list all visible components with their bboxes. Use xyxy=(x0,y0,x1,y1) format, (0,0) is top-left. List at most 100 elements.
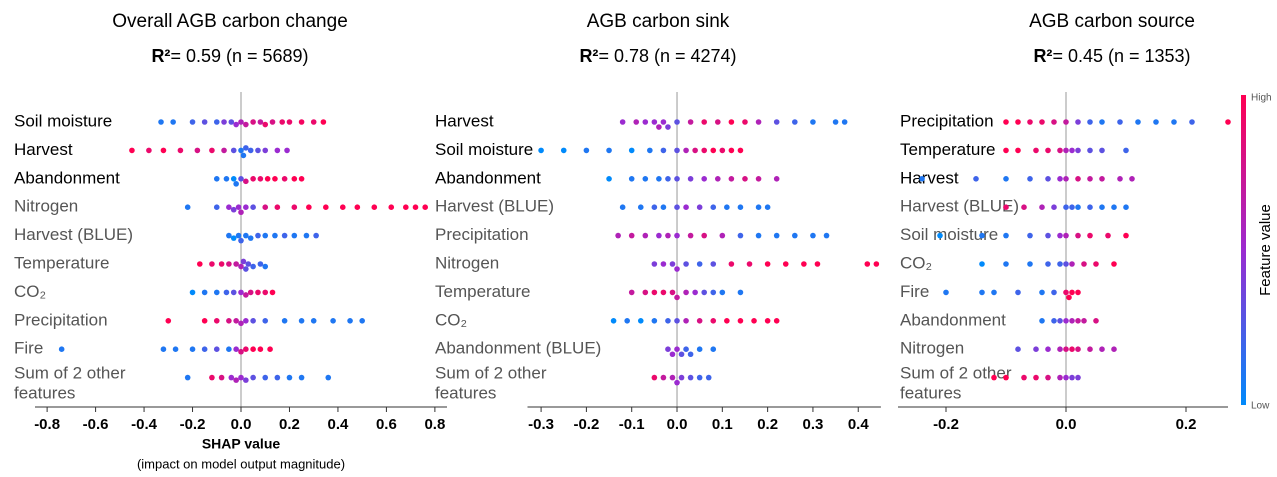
shap-dot xyxy=(656,232,662,239)
shap-dot xyxy=(269,289,276,296)
r2-stats: = 0.59 (n = 5689) xyxy=(170,46,308,66)
r2-stats: = 0.45 (n = 1353) xyxy=(1052,46,1190,66)
shap-dot xyxy=(228,119,235,125)
shap-dot xyxy=(1033,346,1039,353)
feature-label: Precipitation xyxy=(14,310,108,329)
shap-dot xyxy=(250,263,256,270)
shap-dot xyxy=(129,147,135,154)
shap-dot xyxy=(1045,176,1051,182)
shap-dot xyxy=(1045,346,1051,353)
shap-dot xyxy=(184,204,191,210)
shap-dot xyxy=(320,119,327,125)
shap-dot xyxy=(719,147,726,154)
shap-dot xyxy=(243,232,249,239)
shap-dot xyxy=(538,147,544,154)
shap-dot xyxy=(755,232,762,239)
shap-dot xyxy=(177,147,184,154)
shap-dot xyxy=(257,346,264,353)
shap-dot xyxy=(247,147,254,154)
shap-dot xyxy=(692,147,698,154)
shap-dot xyxy=(810,119,816,125)
shap-dot xyxy=(233,346,239,353)
shap-dot xyxy=(651,119,658,125)
shap-dot xyxy=(1039,119,1045,125)
shap-dot xyxy=(755,176,762,182)
shap-dot xyxy=(1027,176,1033,182)
shap-dot xyxy=(243,377,249,383)
shap-dot xyxy=(310,119,317,125)
shap-dot xyxy=(274,374,281,381)
shap-dot xyxy=(238,237,244,244)
shap-dot xyxy=(1039,204,1045,210)
x-tick-label: 0.4 xyxy=(328,416,350,433)
shap-dot xyxy=(243,204,249,210)
shap-dot xyxy=(412,204,419,210)
shap-dot xyxy=(615,232,621,239)
shap-dot xyxy=(674,176,680,182)
shap-dot xyxy=(701,232,707,239)
shap-dot xyxy=(660,289,667,296)
shap-dot xyxy=(250,374,256,381)
shap-dot xyxy=(705,374,712,381)
feature-label: Temperature xyxy=(900,140,995,159)
shap-dot xyxy=(339,204,346,210)
shap-dot xyxy=(1063,204,1069,210)
shap-dot xyxy=(1075,374,1081,381)
shap-dot xyxy=(674,232,680,239)
shap-dot xyxy=(230,289,237,296)
shap-dot xyxy=(782,261,789,267)
shap-dot xyxy=(1075,176,1081,182)
shap-dot xyxy=(724,204,730,210)
shap-dot xyxy=(1087,204,1093,210)
shap-dot xyxy=(710,261,717,267)
shap-dot xyxy=(801,261,807,267)
shap-dot xyxy=(1051,289,1057,296)
x-tick-label: 0.8 xyxy=(424,416,445,433)
shap-dot xyxy=(238,263,244,270)
shap-dot xyxy=(773,232,780,239)
shap-dot xyxy=(250,176,256,182)
shap-dot xyxy=(262,318,269,324)
shap-dot xyxy=(230,235,237,241)
shap-dot xyxy=(701,119,707,125)
shap-dot xyxy=(683,147,689,154)
shap-dot xyxy=(243,145,249,151)
shap-dot xyxy=(1051,204,1057,210)
shap-dot xyxy=(674,204,680,210)
chart-subtitle: R²= 0.45 (n = 1353) xyxy=(1033,46,1190,66)
shap-dot xyxy=(628,176,635,182)
shap-dot xyxy=(674,294,680,301)
shap-dot xyxy=(687,351,694,358)
shap-dot xyxy=(1087,346,1093,353)
shap-dot xyxy=(1057,232,1063,239)
shap-dot xyxy=(755,204,762,210)
shap-dot xyxy=(1057,147,1063,154)
feature-label: Abandonment xyxy=(900,310,1006,329)
shap-dot xyxy=(1057,261,1063,267)
shap-dot xyxy=(233,181,239,187)
shap-dot xyxy=(979,289,985,296)
shap-dot xyxy=(1051,119,1057,125)
shap-dot xyxy=(226,261,232,267)
shap-dot xyxy=(696,318,703,324)
shap-dot xyxy=(669,289,676,296)
shap-dot xyxy=(991,289,997,296)
shap-dot xyxy=(422,204,428,210)
shap-dot xyxy=(235,232,242,239)
shap-dot xyxy=(218,374,225,381)
shap-dot xyxy=(213,176,220,182)
shap-dot xyxy=(719,289,726,296)
shap-dot xyxy=(189,119,196,125)
feature-label: Precipitation xyxy=(435,225,529,244)
shap-dot xyxy=(223,176,230,182)
shap-dot xyxy=(1093,318,1099,324)
shap-dot xyxy=(262,204,269,210)
shap-dot xyxy=(274,147,281,154)
shap-dot xyxy=(1135,119,1141,125)
shap-dot xyxy=(1111,346,1117,353)
shap-dot xyxy=(792,119,798,125)
shap-dot xyxy=(665,318,671,324)
shap-dot xyxy=(347,318,353,324)
shap-dot xyxy=(660,119,667,125)
shap-dot xyxy=(628,232,635,239)
